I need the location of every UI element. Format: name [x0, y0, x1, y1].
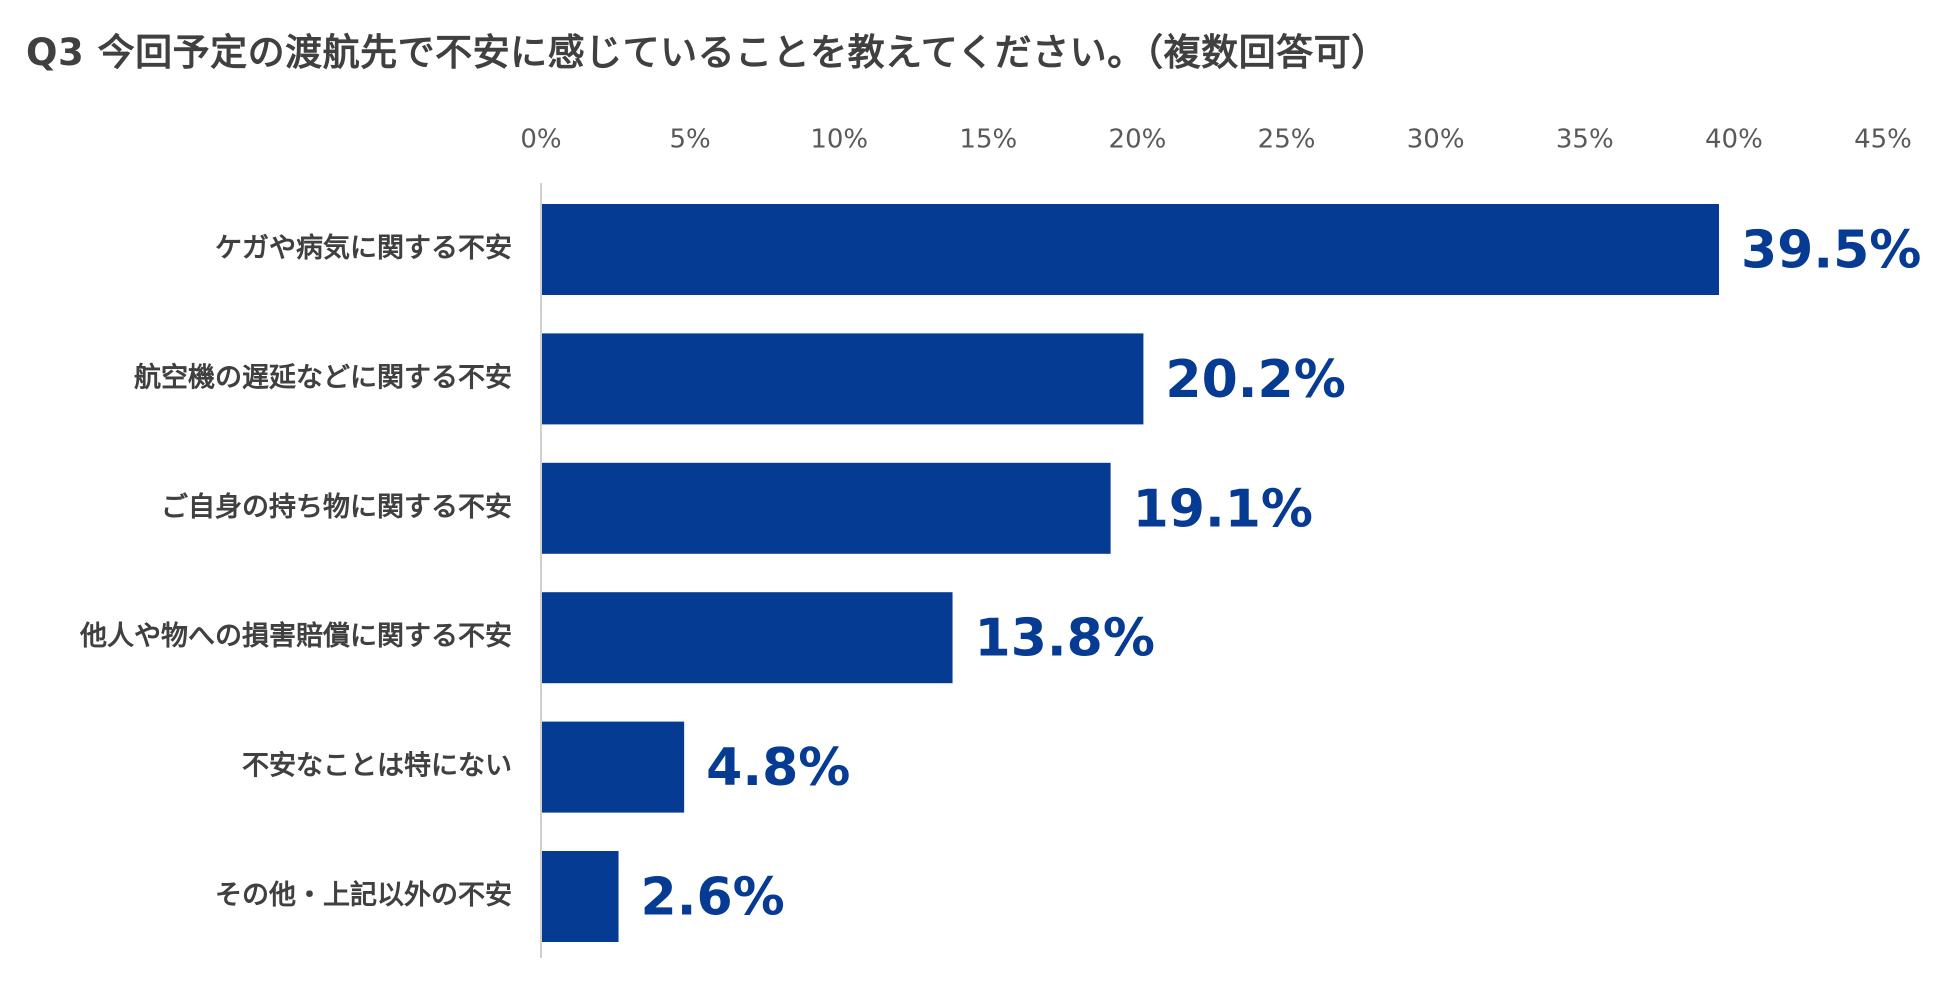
x-tick-label: 20% [1109, 125, 1167, 155]
category-label: その他・上記以外の不安 [215, 879, 512, 911]
x-tick-label: 45% [1854, 125, 1912, 155]
x-tick-label: 0% [520, 125, 561, 155]
category-label: ケガや病気に関する不安 [215, 232, 512, 264]
bar [542, 721, 685, 813]
x-tick-label: 35% [1556, 125, 1614, 155]
data-label: 20.2% [1165, 350, 1345, 410]
bar [542, 333, 1144, 425]
data-label: 39.5% [1741, 221, 1921, 281]
value-labels: 39.5% 20.2% 19.1% 13.8% 4.8% 2.6% [641, 221, 1922, 928]
x-tick-label: 10% [810, 125, 868, 155]
bar [542, 462, 1111, 554]
category-label: 他人や物への損害賠償に関する不安 [79, 620, 512, 652]
x-tick-label: 5% [669, 125, 710, 155]
x-tick-label: 40% [1705, 125, 1763, 155]
x-axis-ticks: 0% 5% 10% 15% 20% 25% 30% 35% 40% 45% [520, 125, 1912, 155]
x-tick-label: 15% [959, 125, 1017, 155]
bar [542, 851, 619, 942]
data-label: 4.8% [706, 738, 850, 798]
data-label: 2.6% [641, 868, 785, 928]
bars [542, 204, 1719, 942]
data-label: 13.8% [975, 609, 1155, 669]
category-label: 航空機の遅延などに関する不安 [134, 361, 512, 393]
x-tick-label: 30% [1407, 125, 1465, 155]
category-labels: ケガや病気に関する不安航空機の遅延などに関する不安ご自身の持ち物に関する不安他人… [79, 232, 512, 911]
chart-title: Q3 今回予定の渡航先で不安に感じていることを教えてください。（複数回答可） [26, 31, 1389, 74]
x-tick-label: 25% [1258, 125, 1316, 155]
data-label: 19.1% [1133, 479, 1313, 539]
category-label: 不安なことは特にない [242, 751, 512, 782]
bar [542, 592, 953, 684]
category-label: ご自身の持ち物に関する不安 [161, 491, 512, 523]
bar [542, 204, 1719, 295]
